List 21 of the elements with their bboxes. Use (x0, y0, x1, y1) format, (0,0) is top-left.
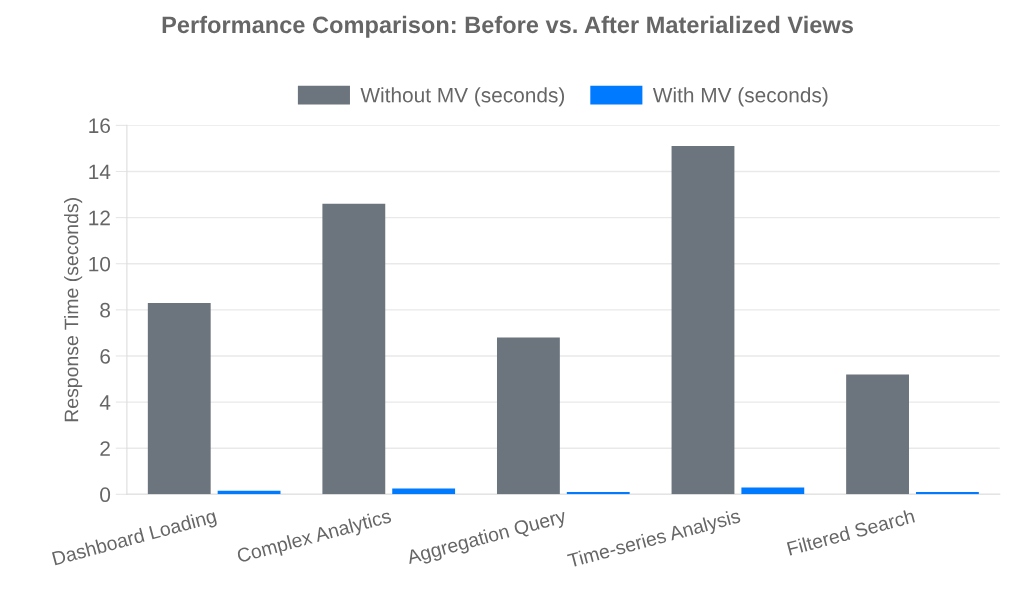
legend-label: With MV (seconds) (652, 87, 828, 107)
y-tick-label: 2 (100, 441, 110, 456)
x-tick-label: Filtered Search (786, 508, 915, 556)
y-tick-label: 14 (89, 164, 111, 180)
y-axis-title: Response Time (seconds) (64, 198, 83, 422)
bar (322, 203, 386, 495)
legend-label: Without MV (seconds) (360, 87, 565, 107)
bar (846, 374, 909, 495)
bar (147, 302, 211, 495)
bar (671, 146, 735, 495)
y-tick-label: 0 (100, 487, 111, 503)
y-tick-label: 4 (99, 395, 111, 410)
y-tick-label: 10 (89, 256, 111, 272)
y-tick-label: 6 (100, 348, 110, 364)
chart-title: Performance Comparison: Before vs. After Materialized Views (162, 15, 853, 38)
x-tick-label: Complex Analytics (236, 508, 393, 567)
y-tick-label: 16 (89, 118, 110, 134)
bar (496, 337, 560, 495)
bar (741, 487, 805, 495)
y-tick-label: 12 (89, 210, 110, 226)
y-tick-label: 8 (100, 302, 110, 318)
